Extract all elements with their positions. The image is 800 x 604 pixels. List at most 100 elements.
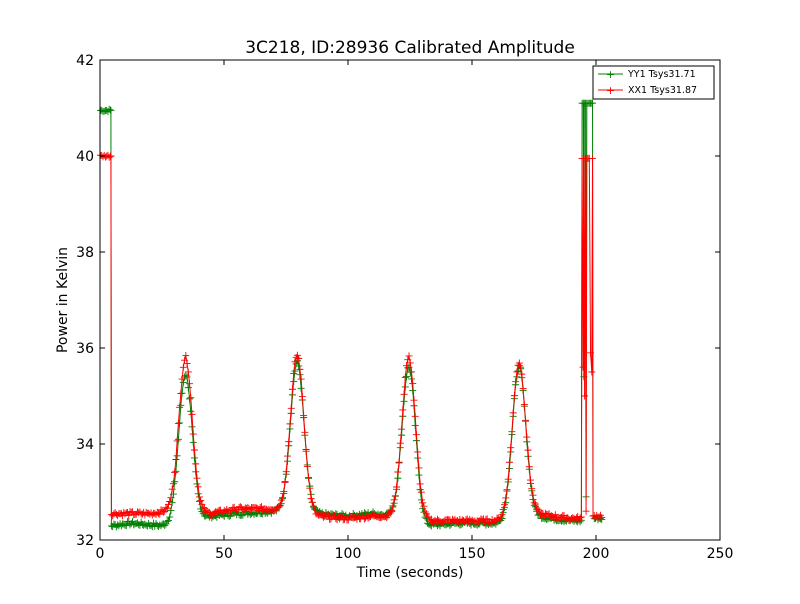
data-point xyxy=(507,444,515,452)
data-point xyxy=(407,375,415,383)
data-point xyxy=(522,416,530,424)
data-point xyxy=(197,497,205,505)
data-point xyxy=(105,105,113,113)
data-point xyxy=(169,480,177,488)
data-point xyxy=(281,478,289,486)
y-tick-label: 32 xyxy=(76,533,94,549)
data-point xyxy=(293,351,301,359)
data-point xyxy=(177,390,185,398)
data-point xyxy=(398,425,406,433)
data-point xyxy=(410,396,418,404)
data-point xyxy=(172,455,180,463)
data-point xyxy=(576,514,584,522)
data-point xyxy=(283,452,291,460)
legend-marker-xx1: + xyxy=(606,84,615,97)
data-point xyxy=(303,462,311,470)
data-point xyxy=(421,508,429,516)
y-axis-label: Power in Kelvin xyxy=(55,247,71,353)
data-point xyxy=(195,493,203,501)
data-point xyxy=(194,483,202,491)
data-point xyxy=(168,485,176,493)
data-point xyxy=(282,468,290,476)
data-point xyxy=(396,439,404,447)
data-point xyxy=(419,499,427,507)
data-point xyxy=(503,486,511,494)
y-tick-label: 40 xyxy=(76,149,94,165)
data-point xyxy=(194,490,202,498)
data-point xyxy=(520,400,528,408)
data-point xyxy=(173,437,181,445)
data-point xyxy=(173,452,181,460)
data-point xyxy=(390,496,398,504)
legend-label-xx1: XX1 Tsys31.87 xyxy=(628,85,697,96)
data-point xyxy=(414,448,422,456)
data-point xyxy=(588,368,596,376)
data-point xyxy=(183,359,191,367)
data-point xyxy=(275,503,283,511)
data-point xyxy=(505,458,513,466)
data-point xyxy=(307,495,315,503)
data-point xyxy=(504,475,512,483)
data-point xyxy=(290,370,298,378)
data-point xyxy=(286,420,294,428)
data-point xyxy=(589,99,597,107)
data-point xyxy=(515,359,523,367)
data-point xyxy=(517,363,525,371)
y-tick-label: 38 xyxy=(76,245,94,261)
data-point xyxy=(192,460,200,468)
data-point xyxy=(519,385,527,393)
data-point xyxy=(297,375,305,383)
data-point xyxy=(174,435,182,443)
data-point xyxy=(411,412,419,420)
data-point xyxy=(306,484,314,492)
chart-title: 3C218, ID:28936 Calibrated Amplitude xyxy=(245,38,575,58)
data-point xyxy=(295,354,303,362)
series-xx1 xyxy=(96,151,606,527)
data-point xyxy=(279,494,287,502)
data-point xyxy=(176,403,184,411)
x-tick-label: 0 xyxy=(96,546,105,562)
y-tick-label: 34 xyxy=(76,437,94,453)
data-point xyxy=(395,458,403,466)
data-point xyxy=(188,411,196,419)
data-point xyxy=(298,393,306,401)
data-point xyxy=(598,513,606,521)
data-point xyxy=(403,373,411,381)
data-point xyxy=(528,485,536,493)
data-point xyxy=(407,368,415,376)
data-point xyxy=(531,500,539,508)
data-point xyxy=(198,500,206,508)
data-point xyxy=(167,494,175,502)
data-point xyxy=(417,488,425,496)
data-point xyxy=(420,502,428,510)
data-point xyxy=(171,478,179,486)
data-point xyxy=(499,506,507,514)
data-point xyxy=(159,508,167,516)
data-point xyxy=(163,517,171,525)
data-point xyxy=(107,106,115,114)
data-point xyxy=(530,499,538,507)
data-point xyxy=(188,423,196,431)
data-point xyxy=(509,409,517,417)
data-point xyxy=(461,519,469,527)
data-point xyxy=(523,433,531,441)
x-tick-label: 100 xyxy=(335,546,362,562)
legend-label-yy1: YY1 Tsys31.71 xyxy=(627,69,696,80)
data-point xyxy=(416,480,424,488)
x-tick-label: 200 xyxy=(583,546,610,562)
data-point xyxy=(406,359,414,367)
data-point xyxy=(187,407,195,415)
data-point xyxy=(412,431,420,439)
data-point xyxy=(174,420,182,428)
series-layer xyxy=(96,99,606,531)
data-point xyxy=(399,406,407,414)
data-point xyxy=(199,503,207,511)
data-point xyxy=(276,502,284,510)
data-point xyxy=(401,373,409,381)
data-point xyxy=(182,352,190,360)
data-point xyxy=(164,516,172,524)
data-point xyxy=(186,395,194,403)
data-point xyxy=(296,365,304,373)
data-point xyxy=(391,492,399,500)
